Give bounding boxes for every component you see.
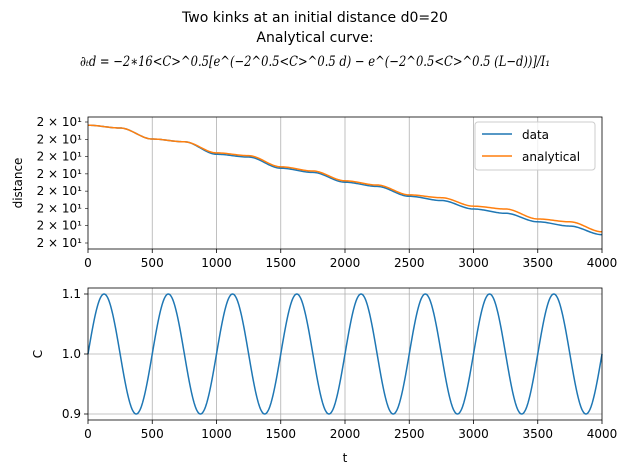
series-line-analytical xyxy=(87,124,603,233)
x-tick-label: 2000 xyxy=(330,256,361,270)
x-tick-label: 1000 xyxy=(201,427,232,441)
c-y-ticks: 0.9 1.0 1.1 xyxy=(62,287,88,421)
y-tick-label: 0.9 xyxy=(62,407,81,421)
x-tick-label: 2000 xyxy=(330,427,361,441)
x-tick-label: 0 xyxy=(84,256,92,270)
series-line-c xyxy=(87,293,603,415)
x-tick-label: 500 xyxy=(141,256,164,270)
y-tick-label: 2 × 10¹ xyxy=(37,132,83,146)
y-tick-label: 1.0 xyxy=(62,347,81,361)
c-series xyxy=(87,293,603,415)
x-tick-label: 0 xyxy=(84,427,92,441)
distance-ylabel: distance xyxy=(11,158,25,209)
distance-x-ticks: 0 500 1000 1500 2000 2500 3000 3500 4000 xyxy=(84,249,617,270)
c-xlabel: t xyxy=(343,451,348,465)
figure-title-line2: Analytical curve: xyxy=(256,30,373,46)
x-tick-label: 4000 xyxy=(587,427,618,441)
x-tick-label: 3000 xyxy=(458,427,489,441)
x-tick-label: 2500 xyxy=(394,256,425,270)
y-tick-label: 2 × 10¹ xyxy=(37,184,83,198)
c-axes: 0 500 1000 1500 2000 2500 3000 3500 4000 0.9 1.0 1… xyxy=(31,287,617,465)
y-tick-label: 2 × 10¹ xyxy=(37,219,83,233)
distance-y-ticks: 2 × 10¹ 2 × 10¹ 2 × 10¹ 2 × 10¹ 2 × 10¹ 2 × 1… xyxy=(37,115,88,250)
x-tick-label: 3500 xyxy=(522,256,553,270)
y-tick-label: 2 × 10¹ xyxy=(37,167,83,181)
x-tick-label: 3500 xyxy=(522,427,553,441)
x-tick-label: 1500 xyxy=(265,256,296,270)
c-ylabel: C xyxy=(31,350,45,358)
y-tick-label: 2 × 10¹ xyxy=(37,236,83,250)
x-tick-label: 1000 xyxy=(201,256,232,270)
distance-series xyxy=(87,124,603,236)
figure-title-line1: Two kinks at an initial distance d0=20 xyxy=(181,10,448,26)
x-tick-label: 4000 xyxy=(587,256,618,270)
x-tick-label: 500 xyxy=(141,427,164,441)
distance-axes: 0 500 1000 1500 2000 2500 3000 3500 4000 2 × 10¹… xyxy=(11,115,617,270)
legend: data analytical xyxy=(474,121,596,171)
y-tick-label: 2 × 10¹ xyxy=(37,115,83,129)
y-tick-label: 1.1 xyxy=(62,287,81,301)
legend-label-analytical: analytical xyxy=(522,150,580,164)
figure-title-formula: ∂ₜd = −2∗16<C>^0.5[e^(−2^0.5<C>^0.5 d) −… xyxy=(80,54,550,70)
x-tick-label: 1500 xyxy=(265,427,296,441)
y-tick-label: 2 × 10¹ xyxy=(37,150,83,164)
legend-label-data: data xyxy=(522,128,549,142)
y-tick-label: 2 × 10¹ xyxy=(37,201,83,215)
x-tick-label: 3000 xyxy=(458,256,489,270)
x-tick-label: 2500 xyxy=(394,427,425,441)
c-x-ticks: 0 500 1000 1500 2000 2500 3000 3500 4000 xyxy=(84,420,617,441)
